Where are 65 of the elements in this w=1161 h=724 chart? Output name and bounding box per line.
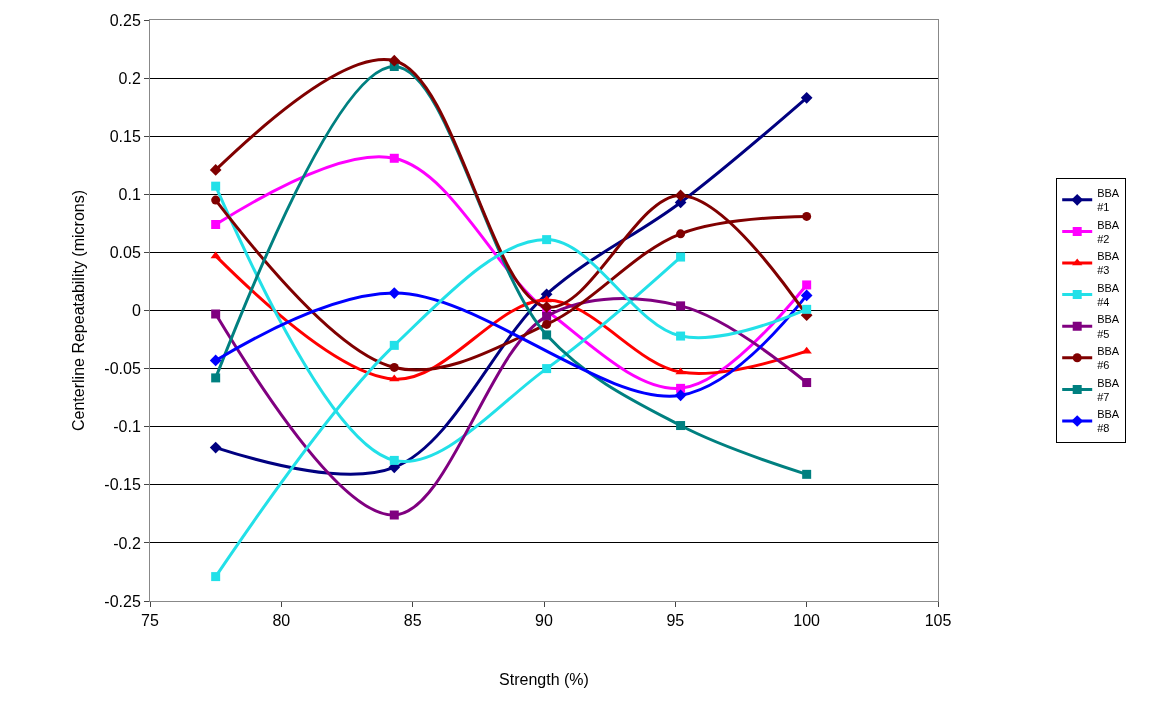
point	[802, 378, 812, 388]
x-tick-label: 90	[535, 612, 553, 630]
point	[211, 181, 221, 191]
point	[802, 280, 812, 290]
legend-label: BBA #5	[1097, 313, 1120, 340]
point	[676, 252, 686, 262]
point	[540, 301, 553, 313]
point	[209, 164, 222, 176]
y-tick-label: -0.05	[104, 360, 141, 378]
legend-label: BBA #6	[1097, 344, 1120, 372]
point	[389, 362, 399, 372]
legend-label: BBA #8	[1097, 408, 1120, 435]
y-axis-title: Centerline Repeatability (microns)	[70, 190, 88, 431]
legend-label: BBA #4	[1097, 281, 1120, 309]
x-tick-label: 95	[666, 612, 685, 630]
point	[542, 319, 552, 329]
point	[674, 189, 687, 202]
legend-label: BBA #1	[1097, 186, 1120, 214]
x-tick-label: 75	[141, 612, 159, 630]
point	[542, 311, 552, 321]
point	[210, 251, 221, 259]
y-tick-label: -0.15	[104, 476, 141, 494]
y-tick-label: -0.1	[113, 418, 141, 436]
point	[211, 195, 221, 205]
point	[542, 364, 552, 374]
point	[676, 331, 686, 341]
y-tick-label: 0	[131, 302, 141, 320]
point	[389, 374, 400, 382]
x-axis-title: Strength (%)	[499, 670, 589, 688]
point	[676, 301, 686, 311]
point	[211, 572, 221, 582]
x-tick-label: 85	[403, 612, 422, 630]
y-tick-label: 0.05	[109, 244, 141, 261]
point	[802, 304, 812, 314]
point	[211, 309, 221, 319]
point	[676, 229, 686, 239]
point	[676, 421, 686, 431]
point	[542, 235, 552, 245]
legend-label: BBA #2	[1097, 218, 1120, 245]
y-tick-label: -0.25	[104, 592, 141, 610]
point	[209, 441, 222, 454]
y-tick-label: 0.25	[109, 11, 141, 29]
point	[800, 92, 813, 104]
point	[211, 220, 221, 230]
y-tick-label: 0.1	[118, 185, 141, 203]
point	[674, 389, 687, 402]
x-tick-label: 105	[924, 612, 952, 630]
point	[388, 54, 401, 67]
point	[389, 455, 399, 465]
legend-label: BBA #7	[1097, 376, 1120, 403]
y-tick-label: 0.2	[118, 69, 141, 87]
x-tick-label: 80	[272, 612, 291, 630]
point	[389, 340, 399, 350]
legend-label: BBA #3	[1097, 250, 1120, 277]
point	[389, 510, 399, 520]
point	[211, 373, 221, 383]
point	[209, 354, 222, 367]
y-tick-label: 0.15	[109, 127, 141, 145]
x-tick-label: 100	[793, 612, 821, 630]
point	[802, 211, 812, 221]
point	[802, 469, 812, 479]
point	[542, 330, 552, 340]
point	[800, 289, 813, 302]
point	[389, 153, 399, 163]
y-tick-label: -0.2	[113, 534, 141, 552]
